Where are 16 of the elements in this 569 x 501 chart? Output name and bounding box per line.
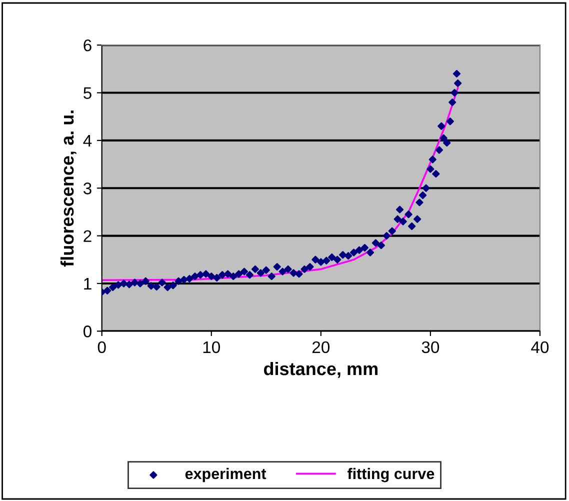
x-tick-label: 0 [98,341,106,354]
x-tick-label: 30 [422,341,440,354]
y-tick-label: 4 [83,135,92,146]
x-tick-label: 10 [203,341,220,354]
y-tick-label: 3 [83,182,92,194]
y-tick-label: 1 [84,278,92,290]
y-tick-label: 6 [84,39,92,52]
y-tick-label: 5 [84,87,92,99]
y-tick-label: 2 [84,230,92,242]
y-axis-title: fluorescence, a. u. [60,110,76,267]
legend-label: experiment [185,468,266,482]
x-tick-label: 40 [531,341,549,354]
legend-label: fitting curve [348,468,434,482]
x-tick-label: 20 [312,341,330,354]
y-tick-label: 0 [84,326,92,338]
x-axis-title: distance, mm [264,362,378,378]
